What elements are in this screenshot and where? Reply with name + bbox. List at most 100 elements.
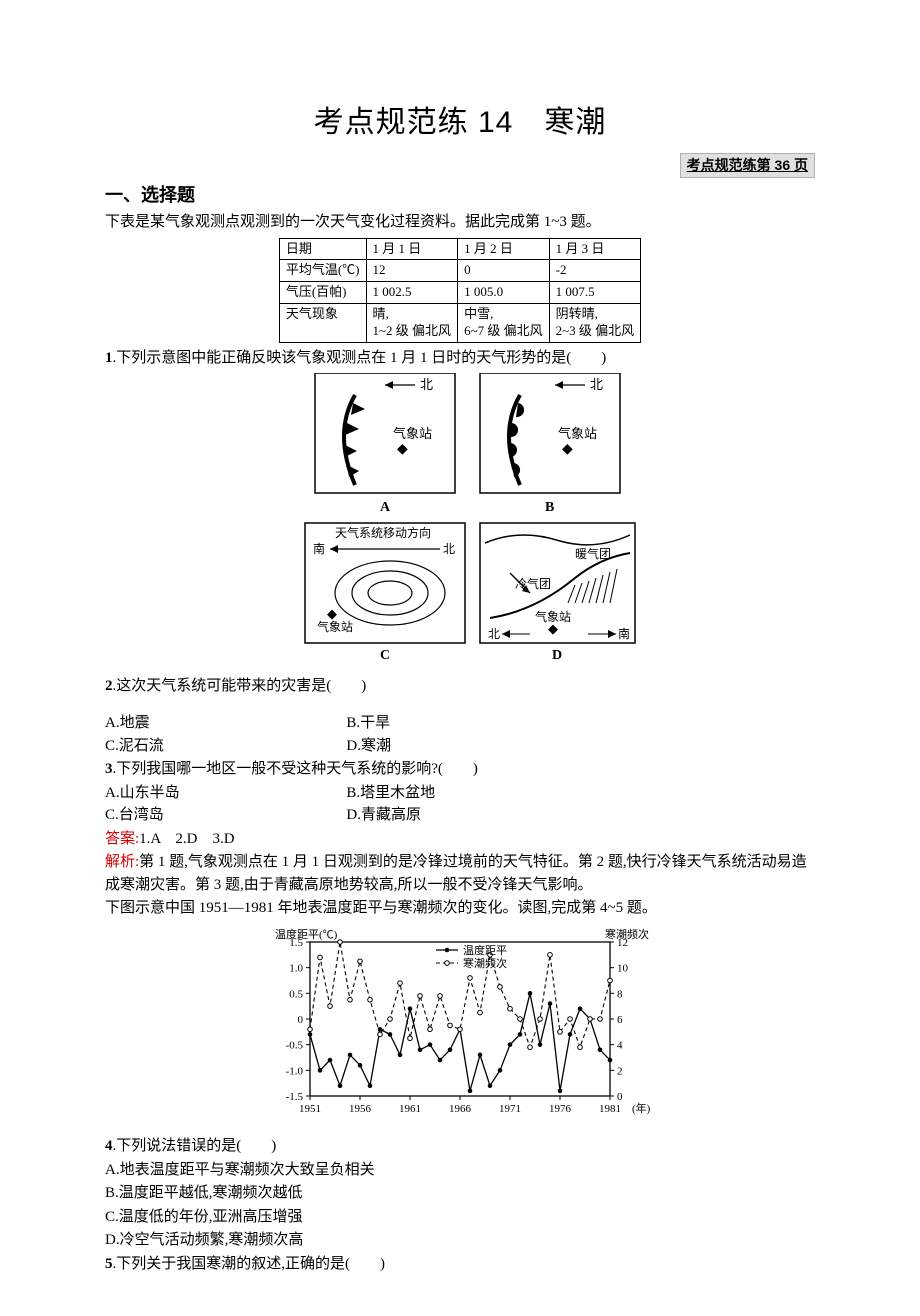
question-2: 2.这次天气系统可能带来的灾害是( ) — [105, 675, 815, 698]
svg-text:1961: 1961 — [399, 1103, 421, 1115]
option: D.寒潮 — [346, 735, 587, 758]
section-heading: 一、选择题 — [105, 182, 815, 209]
option: B.干旱 — [346, 712, 587, 735]
svg-text:1956: 1956 — [349, 1103, 372, 1115]
th: 1 月 1 日 — [366, 238, 458, 260]
svg-text:2: 2 — [617, 1065, 623, 1077]
south-label: 南 — [618, 626, 630, 641]
q-num: 1 — [105, 350, 113, 366]
option: B.塔里木盆地 — [346, 782, 587, 805]
svg-text:8: 8 — [617, 988, 623, 1000]
svg-text:1.0: 1.0 — [289, 963, 303, 975]
svg-text:温度距平: 温度距平 — [463, 943, 507, 957]
option: D.青藏高原 — [346, 804, 587, 827]
q2-options: A.地震 B.干旱 C.泥石流 D.寒潮 — [105, 712, 815, 757]
svg-text:0: 0 — [298, 1014, 304, 1026]
page-ref-row: 考点规范练第 36 页 — [105, 153, 815, 178]
option: C.台湾岛 — [105, 804, 346, 827]
q-num: 3 — [105, 761, 113, 777]
figure-2: -1.5-1.0-0.500.51.01.5024681012195119561… — [105, 924, 815, 1132]
intro-2: 下图示意中国 1951—1981 年地表温度距平与寒潮频次的变化。读图,完成第 … — [105, 897, 815, 920]
svg-text:-0.5: -0.5 — [286, 1040, 304, 1052]
station-label: 气象站 — [317, 619, 353, 634]
q4-options: A.地表温度距平与寒潮频次大致呈负相关 B.温度距平越低,寒潮频次越低 C.温度… — [105, 1159, 815, 1252]
panel-label: B — [545, 500, 554, 515]
answer-text: 1.A 2.D 3.D — [139, 831, 234, 847]
answer-label: 答案: — [105, 831, 139, 847]
option: A.地震 — [105, 712, 346, 735]
svg-text:◆: ◆ — [327, 606, 337, 621]
svg-text:0.5: 0.5 — [289, 988, 303, 1000]
page-ref: 考点规范练第 36 页 — [680, 153, 815, 178]
question-3: 3.下列我国哪一地区一般不受这种天气系统的影响?( ) — [105, 758, 815, 781]
option: D.冷空气活动频繁,寒潮频次高 — [105, 1229, 815, 1252]
td: 气压(百帕) — [279, 282, 366, 304]
table-row: 天气现象 晴, 1~2 级 偏北风 中雪, 6~7 级 偏北风 阴转晴, 2~3… — [279, 304, 640, 343]
svg-text:4: 4 — [617, 1040, 623, 1052]
explanation-block: 解析:第 1 题,气象观测点在 1 月 1 日观测到的是冷锋过境前的天气特征。第… — [105, 851, 815, 896]
intro-1: 下表是某气象观测点观测到的一次天气变化过程资料。据此完成第 1~3 题。 — [105, 211, 815, 234]
option: C.温度低的年份,亚洲高压增强 — [105, 1206, 815, 1229]
north-label: 北 — [488, 627, 500, 641]
td: 1 005.0 — [458, 282, 550, 304]
svg-text:1971: 1971 — [499, 1103, 521, 1115]
table-row: 气压(百帕) 1 002.5 1 005.0 1 007.5 — [279, 282, 640, 304]
weather-table: 日期 1 月 1 日 1 月 2 日 1 月 3 日 平均气温(℃) 12 0 … — [279, 238, 641, 343]
dual-axis-chart: -1.5-1.0-0.500.51.01.5024681012195119561… — [260, 924, 660, 1124]
option: A.山东半岛 — [105, 782, 346, 805]
th: 日期 — [279, 238, 366, 260]
td: 1 007.5 — [549, 282, 641, 304]
panel-label: C — [380, 648, 390, 663]
cold-label: 冷气团 — [515, 576, 551, 591]
td: 12 — [366, 260, 458, 282]
svg-text:0: 0 — [617, 1091, 623, 1103]
q-stem: .下列关于我国寒潮的叙述,正确的是( ) — [113, 1256, 386, 1272]
panel-label: D — [552, 648, 562, 663]
table-header-row: 日期 1 月 1 日 1 月 2 日 1 月 3 日 — [279, 238, 640, 260]
question-4: 4.下列说法错误的是( ) — [105, 1135, 815, 1158]
answer-block: 答案:1.A 2.D 3.D — [105, 828, 815, 851]
svg-text:-1.5: -1.5 — [286, 1091, 304, 1103]
north-label: 北 — [420, 377, 433, 392]
td: 天气现象 — [279, 304, 366, 343]
warm-label: 暖气团 — [575, 546, 611, 561]
q-stem: .下列我国哪一地区一般不受这种天气系统的影响?( ) — [113, 761, 478, 777]
page-title: 考点规范练 14 寒潮 — [105, 100, 815, 145]
svg-text:寒潮频次: 寒潮频次 — [463, 956, 507, 970]
option: A.地表温度距平与寒潮频次大致呈负相关 — [105, 1159, 815, 1182]
panel-label: A — [380, 500, 391, 515]
q-stem: .下列示意图中能正确反映该气象观测点在 1 月 1 日时的天气形势的是( ) — [113, 350, 607, 366]
north-label: 北 — [443, 542, 455, 556]
svg-text:◆: ◆ — [548, 621, 558, 636]
direction-label: 天气系统移动方向 — [335, 525, 431, 540]
th: 1 月 3 日 — [549, 238, 641, 260]
south-label: 南 — [313, 541, 325, 556]
figure-1: 北 气象站 ◆ A 北 气象站 ◆ B 天气系统移动方向 南 北 — [105, 373, 815, 671]
q-num: 5 — [105, 1256, 113, 1272]
td: 1 002.5 — [366, 282, 458, 304]
svg-text:1951: 1951 — [299, 1103, 321, 1115]
td: 中雪, 6~7 级 偏北风 — [458, 304, 550, 343]
option: C.泥石流 — [105, 735, 346, 758]
td: 晴, 1~2 级 偏北风 — [366, 304, 458, 343]
station-label: 气象站 — [558, 426, 597, 441]
table-row: 平均气温(℃) 12 0 -2 — [279, 260, 640, 282]
td: -2 — [549, 260, 641, 282]
explanation-label: 解析: — [105, 854, 139, 870]
q3-options: A.山东半岛 B.塔里木盆地 C.台湾岛 D.青藏高原 — [105, 782, 815, 827]
q-stem: .下列说法错误的是( ) — [113, 1138, 277, 1154]
svg-text:1981: 1981 — [599, 1103, 621, 1115]
question-1: 1.下列示意图中能正确反映该气象观测点在 1 月 1 日时的天气形势的是( ) — [105, 347, 815, 370]
question-5: 5.下列关于我国寒潮的叙述,正确的是( ) — [105, 1253, 815, 1276]
svg-text:◆: ◆ — [562, 442, 573, 457]
north-label: 北 — [590, 377, 603, 392]
explanation-text: 第 1 题,气象观测点在 1 月 1 日观测到的是冷锋过境前的天气特征。第 2 … — [105, 854, 807, 893]
weather-diagrams-svg: 北 气象站 ◆ A 北 气象站 ◆ B 天气系统移动方向 南 北 — [280, 373, 640, 663]
svg-text:(年): (年) — [632, 1101, 651, 1115]
svg-text:10: 10 — [617, 963, 629, 975]
svg-text:1976: 1976 — [549, 1103, 572, 1115]
svg-text:-1.0: -1.0 — [286, 1065, 304, 1077]
q-num: 4 — [105, 1138, 113, 1154]
svg-text:温度距平(℃): 温度距平(℃) — [275, 927, 338, 941]
th: 1 月 2 日 — [458, 238, 550, 260]
